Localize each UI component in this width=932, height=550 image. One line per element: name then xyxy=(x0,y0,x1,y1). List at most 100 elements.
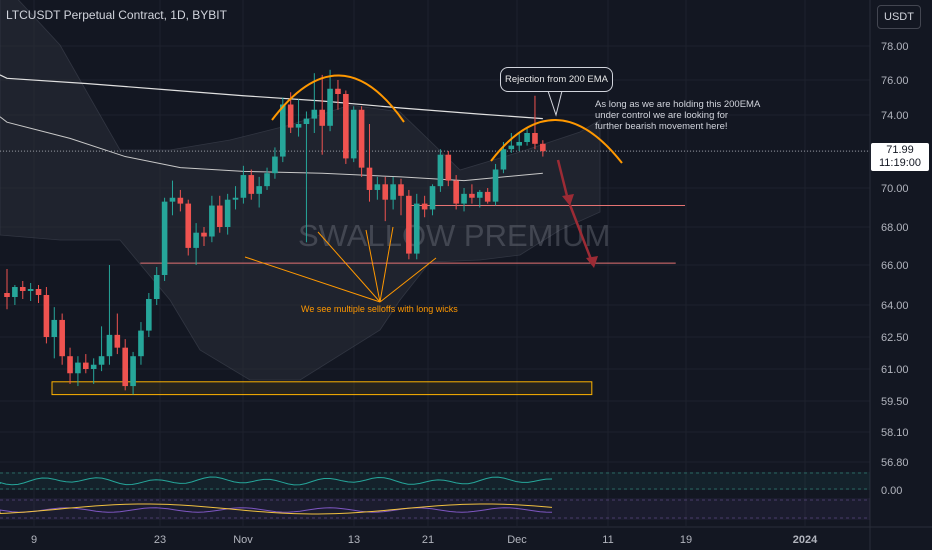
price-axis[interactable]: 78.00 76.00 74.00 70.00 68.00 66.00 64.00 62.50… xyxy=(881,41,909,469)
candle xyxy=(248,169,255,200)
candle xyxy=(390,176,396,210)
price-tick: 56.80 xyxy=(881,457,909,469)
wick-pointer xyxy=(379,257,437,303)
callout-pointer xyxy=(547,90,563,117)
wick-pointer xyxy=(244,256,381,303)
candle xyxy=(106,265,113,365)
candle-body xyxy=(12,287,18,297)
candle-body xyxy=(232,197,239,200)
candle-body xyxy=(122,347,128,387)
price-tick: 61.00 xyxy=(881,364,909,376)
rsi-line xyxy=(0,476,553,486)
candle xyxy=(169,180,176,216)
candle xyxy=(366,124,373,202)
support-levels xyxy=(140,205,686,264)
candle xyxy=(484,188,491,204)
time-tick: 2024 xyxy=(793,534,818,546)
time-tick: 21 xyxy=(422,534,434,546)
candle xyxy=(240,165,247,204)
price-tick: 66.00 xyxy=(881,260,909,272)
price-tick: 78.00 xyxy=(881,41,909,53)
candle xyxy=(421,195,428,218)
note-line: under control we are looking for xyxy=(595,110,729,121)
candle-body xyxy=(138,330,144,357)
candle-body xyxy=(216,205,223,227)
candle xyxy=(319,74,325,155)
candle-body xyxy=(366,167,373,190)
arrow-head xyxy=(586,256,598,268)
candle xyxy=(413,193,420,260)
candle xyxy=(43,287,50,344)
candle xyxy=(130,351,136,395)
candle xyxy=(256,176,262,208)
signal-line xyxy=(0,503,553,515)
time-tick: 23 xyxy=(154,534,166,546)
rejection-callout: Rejection from 200 EMA xyxy=(500,67,613,92)
candle xyxy=(382,176,389,222)
candle-body xyxy=(358,109,365,168)
candle xyxy=(122,339,128,391)
candle-body xyxy=(540,143,546,152)
candle xyxy=(51,307,58,359)
last-price-value: 71.99 xyxy=(886,144,914,156)
candle-body xyxy=(429,186,436,210)
price-tick: 68.00 xyxy=(881,222,909,234)
price-tick: 76.00 xyxy=(881,75,909,87)
wick-note: We see multiple selloffs with long wicks xyxy=(301,304,458,314)
currency-button[interactable]: USDT xyxy=(877,5,921,29)
candle-body xyxy=(51,319,58,337)
time-tick: Nov xyxy=(233,534,253,546)
time-tick: 19 xyxy=(680,534,692,546)
candle xyxy=(201,227,207,246)
candle xyxy=(445,151,452,187)
symbol-header[interactable]: LTCUSDT Perpetual Contract, 1D, BYBIT xyxy=(6,8,227,22)
last-price-tag: 71.99 11:19:00 xyxy=(871,143,929,171)
candle-body xyxy=(75,362,81,374)
candle-body xyxy=(114,334,121,348)
time-tick: Dec xyxy=(507,534,527,546)
candle-body xyxy=(90,364,97,369)
indicator-pane: 0.00 xyxy=(0,472,902,520)
candles[interactable] xyxy=(4,69,546,395)
candle-body xyxy=(453,180,459,204)
candle-body xyxy=(272,156,278,174)
note-line: further bearish movement here! xyxy=(595,121,728,132)
candle-body xyxy=(106,334,113,357)
candle xyxy=(374,176,381,200)
candle-body xyxy=(177,197,184,204)
candle xyxy=(469,184,475,204)
candle-body xyxy=(240,175,247,198)
candle xyxy=(516,133,522,151)
candle xyxy=(532,95,538,150)
candle xyxy=(67,347,73,384)
candle xyxy=(508,133,515,153)
price-tick: 74.00 xyxy=(881,110,909,122)
candle xyxy=(540,140,546,157)
candle xyxy=(311,73,318,133)
candle-body xyxy=(130,356,136,387)
price-tick: 58.10 xyxy=(881,427,909,439)
candle xyxy=(429,184,436,216)
band-area xyxy=(0,0,601,381)
candle-body xyxy=(169,197,176,202)
candle-body xyxy=(303,118,310,124)
candle-body xyxy=(508,145,515,150)
candle-body xyxy=(532,133,538,144)
arrow-head xyxy=(562,194,574,206)
candle xyxy=(27,283,34,301)
candle-body xyxy=(398,184,404,196)
candle-body xyxy=(350,109,357,159)
candle xyxy=(35,285,42,303)
candle-body xyxy=(406,195,412,254)
candle-body xyxy=(382,184,389,200)
candle-body xyxy=(27,289,34,291)
candle-body xyxy=(248,175,255,194)
time-axis[interactable]: 9 23 Nov 13 21 Dec 11 19 2024 xyxy=(31,534,818,546)
candle xyxy=(453,175,459,210)
candle-body xyxy=(390,184,396,200)
candle-body xyxy=(161,201,168,275)
bollinger-bands xyxy=(0,0,601,381)
